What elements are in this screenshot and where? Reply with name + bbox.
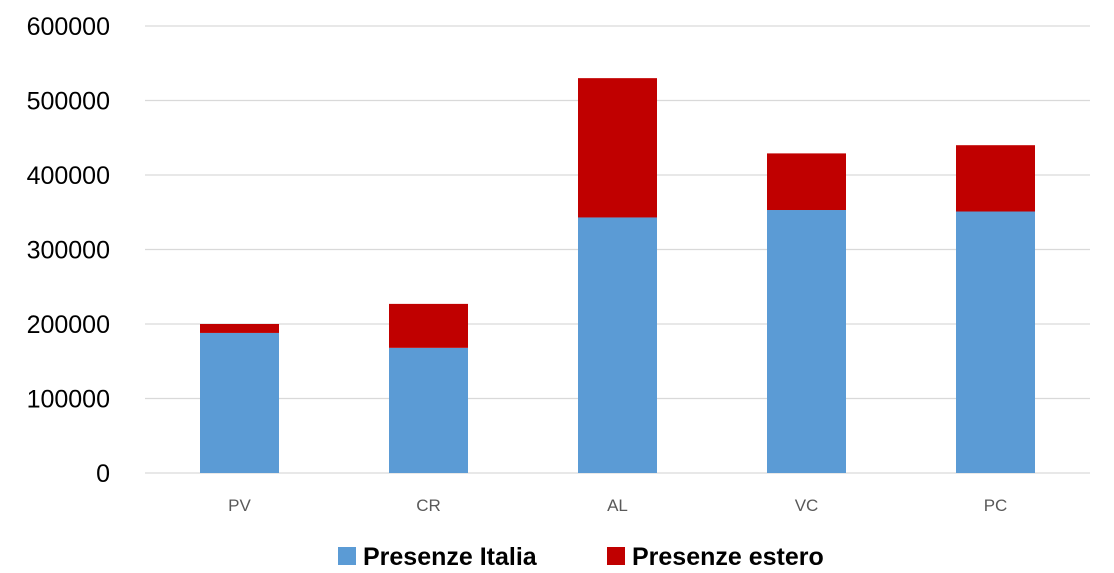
x-axis-tick-labels: PV CR AL VC PC (228, 496, 1007, 515)
x-tick-label-al: AL (607, 496, 628, 515)
bar-cr-series-2 (389, 303, 468, 348)
y-tick-label: 0 (96, 460, 110, 488)
x-tick-label-pv: PV (228, 496, 251, 515)
legend-label-1: Presenze Italia (363, 543, 538, 571)
legend-label-2: Presenze estero (632, 543, 824, 571)
y-tick-label: 300000 (27, 237, 110, 265)
y-tick-label: 400000 (27, 162, 110, 190)
legend: Presenze Italia Presenze estero (338, 543, 824, 571)
x-tick-label-cr: CR (416, 496, 441, 515)
bar-vc-series-1 (767, 210, 846, 473)
y-tick-label: 500000 (27, 88, 110, 116)
y-tick-label: 200000 (27, 311, 110, 339)
bars (200, 78, 1035, 473)
bar-pc-series-2 (956, 145, 1035, 212)
bar-al-series-2 (578, 78, 657, 218)
legend-swatch-1 (338, 547, 356, 565)
x-tick-label-pc: PC (984, 496, 1008, 515)
bar-pv-series-2 (200, 324, 279, 333)
x-tick-label-vc: VC (795, 496, 819, 515)
bar-vc-series-2 (767, 153, 846, 211)
bar-pc-series-1 (956, 211, 1035, 473)
y-axis-tick-labels: 0 100000 200000 300000 400000 500000 600000 (27, 13, 110, 488)
y-tick-label: 600000 (27, 13, 110, 41)
bar-cr-series-1 (389, 347, 468, 473)
bar-pv-series-1 (200, 332, 279, 473)
bar-al-series-1 (578, 217, 657, 473)
legend-swatch-2 (607, 547, 625, 565)
y-tick-label: 100000 (27, 386, 110, 414)
